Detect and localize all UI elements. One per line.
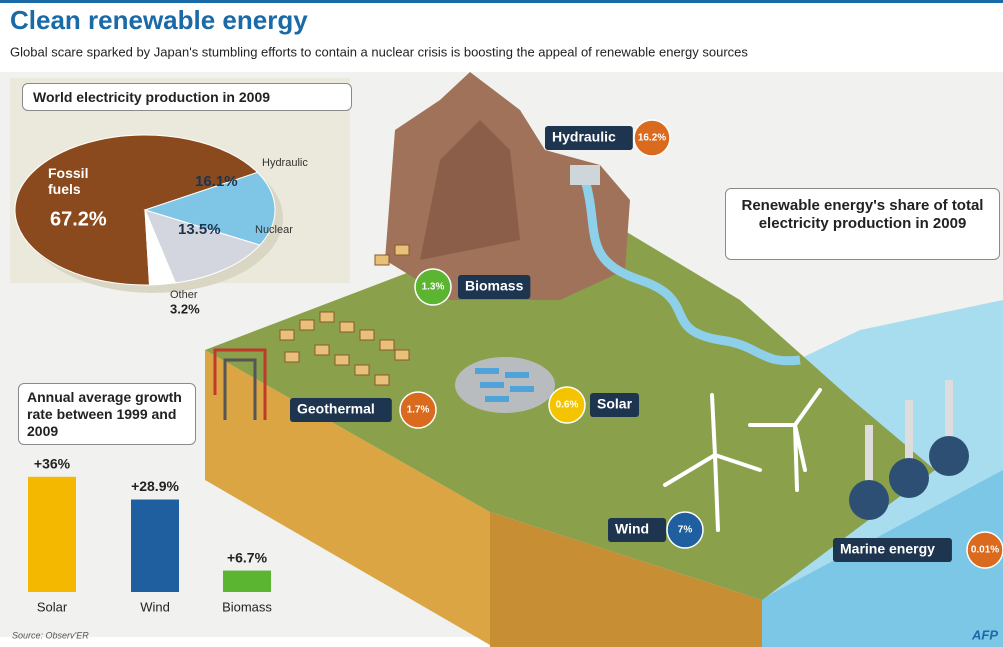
badge-share: 0.01% xyxy=(971,545,999,556)
pie-value-label: 13.5% xyxy=(178,221,221,238)
title: Clean renewable energy xyxy=(10,5,308,35)
bar-value-label: +28.9% xyxy=(131,478,179,494)
subtitle: Global scare sparked by Japan's stumblin… xyxy=(10,44,748,59)
badge-share: 7% xyxy=(678,525,693,536)
share-title: Renewable energy's share of total electr… xyxy=(725,188,1000,260)
badge-name: Geothermal xyxy=(297,401,375,417)
badge-name: Hydraulic xyxy=(552,129,616,145)
pie-category-label: Other xyxy=(170,289,198,301)
badge-share: 0.6% xyxy=(556,400,579,411)
dam xyxy=(570,165,600,185)
pie-value-label: 16.1% xyxy=(195,173,238,190)
bar-category-label: Biomass xyxy=(222,599,272,614)
bar-value-label: +6.7% xyxy=(227,549,268,565)
bar xyxy=(223,571,271,592)
solar-field xyxy=(455,357,555,413)
source: Source: Observ'ER xyxy=(12,630,89,640)
badge-name: Marine energy xyxy=(840,541,935,557)
bar xyxy=(131,500,179,592)
pie-value-label: 67.2% xyxy=(50,208,107,230)
badge-name: Wind xyxy=(615,521,649,537)
bar-value-label: +36% xyxy=(34,456,71,472)
badge-share: 1.3% xyxy=(422,282,445,293)
infographic: Clean renewable energy Global scare spar… xyxy=(0,0,1003,647)
bar-category-label: Wind xyxy=(140,599,170,614)
pie-category-label: Nuclear xyxy=(255,224,293,236)
badge-share: 1.7% xyxy=(407,405,430,416)
badge-name: Biomass xyxy=(465,278,524,294)
badge-name: Solar xyxy=(597,396,633,412)
bar-category-label: Solar xyxy=(37,599,68,614)
pie-value-label: 3.2% xyxy=(170,301,200,316)
bar-title: Annual average growth rate between 1999 … xyxy=(18,383,196,445)
bar xyxy=(28,477,76,592)
top-rule xyxy=(0,0,1003,3)
badge-share: 16.2% xyxy=(638,133,666,144)
pie-category-label: Hydraulic xyxy=(262,157,308,169)
pie-label: Fossil fuels xyxy=(48,165,118,197)
logo: AFP xyxy=(971,627,998,642)
pie-title: World electricity production in 2009 xyxy=(22,83,352,111)
